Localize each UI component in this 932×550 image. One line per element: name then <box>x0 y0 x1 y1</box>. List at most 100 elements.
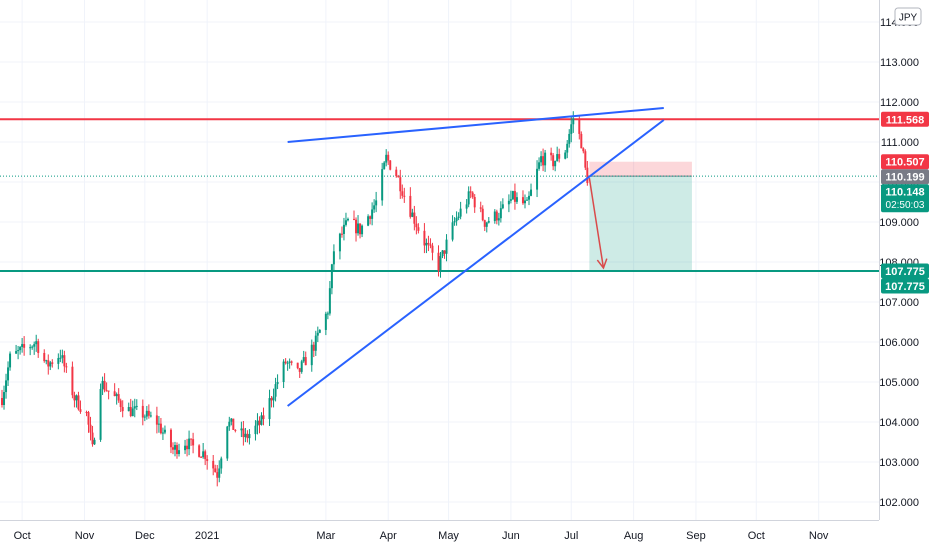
candle <box>43 349 46 363</box>
price-tag: 107.775 <box>881 263 929 279</box>
candle-body <box>272 396 275 401</box>
candle <box>332 244 335 271</box>
candle-body <box>300 361 303 372</box>
candle <box>415 216 418 235</box>
candle <box>423 223 426 254</box>
candle-body <box>155 415 158 425</box>
candle <box>157 415 160 433</box>
candle <box>381 162 384 206</box>
x-tick-label: Nov <box>809 530 829 542</box>
candle <box>507 194 510 213</box>
candle <box>558 148 561 163</box>
y-tick-label: 103.000 <box>879 457 919 469</box>
candle-body <box>37 341 40 353</box>
candle <box>459 201 462 220</box>
candle-body <box>159 423 162 434</box>
candle-body <box>276 381 279 385</box>
candle <box>481 205 484 222</box>
x-tick-label: Oct <box>14 530 31 542</box>
candle <box>513 183 516 210</box>
candle-body <box>501 204 504 209</box>
price-tag-label: 111.568 <box>886 114 925 126</box>
candle <box>290 360 293 366</box>
candle <box>246 430 249 443</box>
candle-body <box>184 445 187 451</box>
candle <box>568 129 571 148</box>
candle <box>383 161 386 170</box>
candle-body <box>7 367 10 381</box>
currency-badge-label: JPY <box>899 13 918 24</box>
candle-body <box>21 344 24 348</box>
candle <box>469 186 472 199</box>
candle <box>17 345 20 360</box>
candle-body <box>453 221 456 223</box>
candle <box>113 383 116 397</box>
candle-body <box>133 406 136 409</box>
y-tick-label: 111.000 <box>881 137 919 149</box>
candle <box>262 407 265 426</box>
candle <box>471 191 474 199</box>
candle-body <box>93 439 96 445</box>
candle-body <box>399 177 402 192</box>
candle-body <box>91 432 94 445</box>
candle-body <box>451 222 454 240</box>
candle <box>75 394 78 408</box>
candle <box>328 281 331 316</box>
candle <box>214 464 217 473</box>
candle <box>143 414 146 422</box>
y-tick-label: 104.000 <box>879 417 919 429</box>
candle <box>73 391 76 408</box>
candle <box>135 399 138 411</box>
candle-body <box>511 191 514 200</box>
candle <box>49 360 52 371</box>
currency-badge[interactable]: JPY <box>894 7 922 26</box>
candle-body <box>415 223 418 228</box>
candle-body <box>141 405 144 418</box>
candle <box>288 358 291 369</box>
candle-body <box>288 361 291 363</box>
candle-body <box>483 220 486 227</box>
candle-body <box>186 445 189 450</box>
candle-body <box>9 353 12 368</box>
candle-body <box>45 360 48 362</box>
candle <box>316 326 319 343</box>
time-axis[interactable]: Oct Nov Dec 2021 Mar Apr May Jun Jul Aug Sep Oct Nov <box>0 520 879 543</box>
candle-body <box>427 242 430 245</box>
candle-body <box>375 200 378 206</box>
candle-body <box>353 218 356 220</box>
candle <box>65 362 68 373</box>
candle <box>159 417 162 435</box>
candle-body <box>282 361 285 382</box>
price-tag-label: 107.775 <box>885 266 925 278</box>
candle <box>21 338 24 353</box>
candle-body <box>3 392 6 405</box>
price-tag: 111.568 <box>881 111 929 127</box>
candle-body <box>117 394 120 401</box>
candle-body <box>586 167 589 184</box>
candle <box>218 460 221 483</box>
candle-body <box>296 362 299 369</box>
candle-body <box>234 429 237 431</box>
candle-body <box>135 405 138 407</box>
candle-body <box>387 154 390 161</box>
candle <box>45 359 48 365</box>
candle <box>451 215 454 242</box>
candle <box>572 111 575 133</box>
candle <box>9 351 12 371</box>
candle <box>129 398 132 418</box>
candle <box>523 194 526 209</box>
candle <box>268 389 271 426</box>
x-tick-label: Sep <box>686 530 706 542</box>
candle <box>340 226 343 238</box>
candle-body <box>515 197 518 202</box>
candle-body <box>443 250 446 254</box>
candle-body <box>459 208 462 217</box>
candle-body <box>256 420 259 426</box>
candle <box>465 199 468 214</box>
candle <box>580 131 583 149</box>
price-tag-box <box>881 184 929 213</box>
candle-body <box>204 451 207 460</box>
candle <box>93 437 96 445</box>
candle-body <box>77 395 80 410</box>
